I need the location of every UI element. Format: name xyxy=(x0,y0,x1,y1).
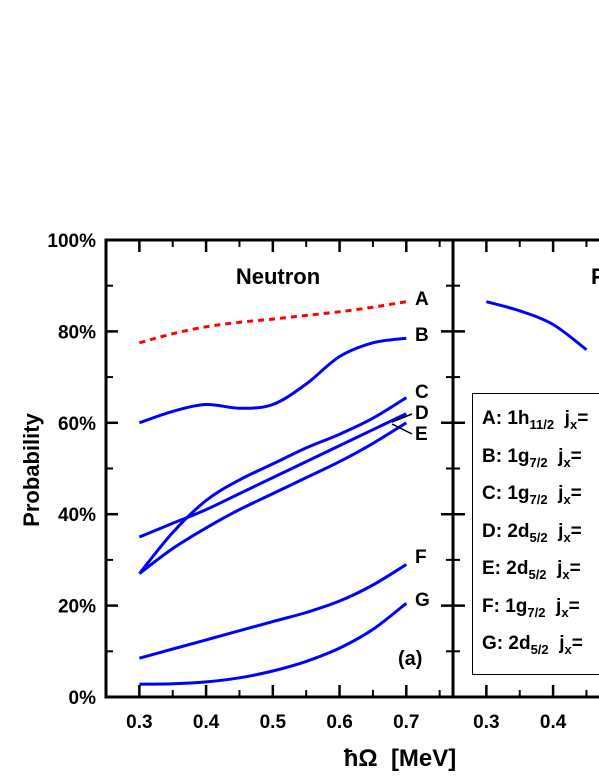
panel-a-x-tick-label: 0.3 xyxy=(126,712,152,733)
panel-label: (a) xyxy=(398,648,422,670)
panel-a-axes: 0% 20% 40% 60% 80% 100% 0.3 0.4 0.5 0.6 0.7 xyxy=(47,231,465,733)
series-label-f: F xyxy=(415,547,427,568)
series-line-a xyxy=(139,300,407,345)
legend-entry-f: F: 1g7/2 jx= xyxy=(482,595,580,620)
legend-entry-a: A: 1h11/2 jx= xyxy=(482,408,589,432)
panel-a-x-tick-label: 0.6 xyxy=(326,712,352,733)
leader-line-d xyxy=(391,413,413,423)
series-label-g: G xyxy=(415,590,430,611)
series-line-c xyxy=(138,412,407,539)
series-line-g xyxy=(139,602,408,686)
series-label-a: A xyxy=(415,289,429,310)
panel-b-series-line-0 xyxy=(486,300,588,351)
series-line-f xyxy=(138,563,408,660)
legend-entry-c: C: 1g7/2 jx= xyxy=(482,483,582,507)
panel-b-title: P xyxy=(591,264,599,289)
series-lines xyxy=(138,300,588,686)
legend-entry-d: D: 2d5/2 jx= xyxy=(482,520,582,545)
y-tick-label: 100% xyxy=(47,231,96,252)
legend-entry-g: G: 2d5/2 jx= xyxy=(482,633,583,657)
legend-entry-e: E: 2d5/2 jx= xyxy=(482,558,581,582)
panel-b-frame xyxy=(451,238,599,699)
panel-b-x-tick-label: 0.4 xyxy=(540,712,567,733)
legend-box: A: 1h11/2 jx= B: 1g7/2 jx= C: 1g7/2 jx= D: … xyxy=(472,393,599,675)
series-label-b: B xyxy=(415,325,429,346)
series-label-e: E xyxy=(415,424,428,445)
y-tick-label: 40% xyxy=(58,505,96,526)
legend-entry-b: B: 1g7/2 jx= xyxy=(482,445,582,470)
panel-a-x-tick-label: 0.4 xyxy=(193,712,220,733)
series-line-b xyxy=(138,336,407,425)
panel-a-x-tick-label: 0.7 xyxy=(393,712,419,733)
y-tick-label: 0% xyxy=(69,688,97,709)
x-axis-label: ħΩ [MeV] xyxy=(344,745,457,772)
series-line-e xyxy=(138,421,408,575)
series-labels: AB CDE F G xyxy=(391,289,430,611)
series-label-d: D xyxy=(415,403,429,424)
y-tick-label: 20% xyxy=(58,597,96,618)
panel-a-title: Neutron xyxy=(236,264,320,289)
y-tick-label: 80% xyxy=(58,322,96,343)
panel-a-frame xyxy=(104,238,455,699)
y-tick-label: 60% xyxy=(58,414,96,435)
panel-b-x-tick-label: 0.3 xyxy=(473,712,499,733)
panel-b-axes: 0.3 0.4 xyxy=(451,238,599,733)
y-axis-label: Probability xyxy=(19,412,44,526)
series-line-d xyxy=(138,396,408,575)
leader-line-e xyxy=(391,423,413,435)
panel-a-x-tick-label: 0.5 xyxy=(260,712,287,733)
series-label-c: C xyxy=(415,382,429,403)
